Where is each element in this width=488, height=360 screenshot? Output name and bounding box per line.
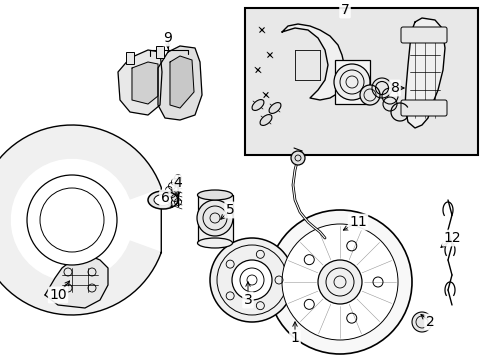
Ellipse shape (251, 100, 264, 111)
Text: 11: 11 (348, 215, 366, 229)
Ellipse shape (260, 114, 271, 125)
Text: 5: 5 (225, 203, 234, 217)
Text: 10: 10 (49, 288, 67, 302)
Polygon shape (158, 46, 202, 120)
Text: 9: 9 (163, 31, 172, 45)
Circle shape (317, 260, 361, 304)
Circle shape (27, 175, 117, 265)
Polygon shape (118, 50, 162, 115)
Bar (244, 8, 477, 155)
Polygon shape (45, 255, 108, 308)
Polygon shape (282, 24, 345, 100)
Ellipse shape (148, 191, 178, 209)
Polygon shape (170, 56, 194, 108)
Text: 6: 6 (160, 191, 169, 205)
Circle shape (282, 224, 397, 340)
Ellipse shape (154, 194, 172, 206)
Circle shape (267, 210, 411, 354)
Circle shape (359, 85, 379, 105)
Polygon shape (132, 62, 158, 104)
Circle shape (333, 64, 369, 100)
Text: 3: 3 (243, 293, 252, 307)
Bar (156, 46, 163, 58)
FancyBboxPatch shape (400, 27, 446, 43)
Circle shape (411, 312, 431, 332)
Circle shape (209, 238, 293, 322)
Circle shape (290, 151, 305, 165)
Text: 7: 7 (340, 3, 348, 17)
Ellipse shape (197, 190, 232, 200)
Text: 2: 2 (425, 315, 433, 329)
FancyBboxPatch shape (400, 100, 446, 116)
Ellipse shape (197, 238, 232, 248)
Text: 1: 1 (290, 331, 299, 345)
Ellipse shape (268, 103, 281, 113)
Polygon shape (404, 18, 444, 128)
Circle shape (197, 200, 232, 236)
Text: 12: 12 (442, 231, 460, 245)
Bar (126, 52, 134, 64)
Text: 8: 8 (390, 81, 399, 95)
Bar (198, 195, 232, 243)
Circle shape (231, 260, 271, 300)
Text: 4: 4 (173, 176, 182, 190)
Polygon shape (0, 125, 161, 315)
Bar (334, 60, 369, 104)
